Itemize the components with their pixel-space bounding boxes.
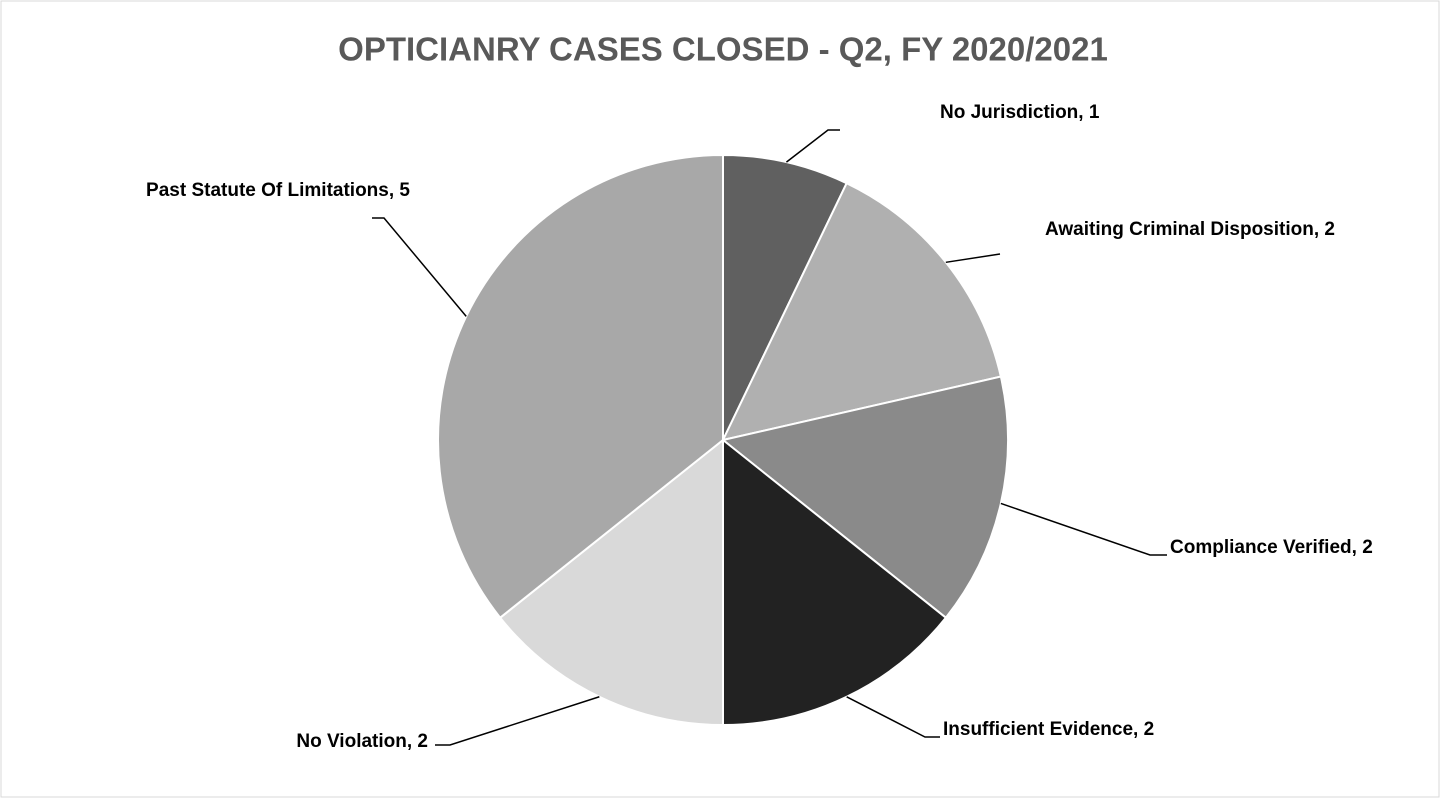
pie-slice [498,437,724,727]
label-category: Past Statute Of Limitations [146,180,389,201]
data-label: Insufficient Evidence, 2 [943,719,1154,740]
leader-line [785,129,840,163]
leader-line [945,253,1001,264]
label-category: No Violation [296,731,406,752]
leader-line [846,696,940,738]
label-separator: , [1133,719,1144,740]
label-category: Insufficient Evidence [943,719,1133,740]
label-separator: , [1078,102,1089,123]
label-value: 2 [1362,537,1373,558]
label-separator: , [389,180,400,201]
data-label: No Violation, 2 [296,731,428,752]
pie-slice [720,375,1009,620]
label-separator: , [1352,537,1363,558]
data-label: Past Statute Of Limitations, 5 [146,180,410,201]
label-value: 5 [399,180,410,201]
label-value: 2 [1144,719,1155,740]
label-value: 2 [1324,219,1335,240]
leader-line [435,696,600,746]
label-separator: , [407,731,418,752]
pie-slice [721,181,1003,442]
data-label: Compliance Verified, 2 [1170,537,1373,558]
data-label: No Jurisdiction, 1 [940,102,1100,123]
label-category: Awaiting Criminal Disposition [1045,219,1314,240]
pie-slice [722,437,948,727]
label-value: 2 [417,731,428,752]
leader-line [1000,502,1167,556]
label-separator: , [1314,219,1325,240]
chart-title: OPTICIANRY CASES CLOSED - Q2, FY 2020/20… [338,31,1108,68]
leader-line [372,217,467,317]
label-value: 1 [1089,102,1100,123]
data-label: Awaiting Criminal Disposition, 2 [1045,219,1335,240]
label-category: Compliance Verified [1170,537,1352,558]
label-category: No Jurisdiction [940,102,1078,123]
